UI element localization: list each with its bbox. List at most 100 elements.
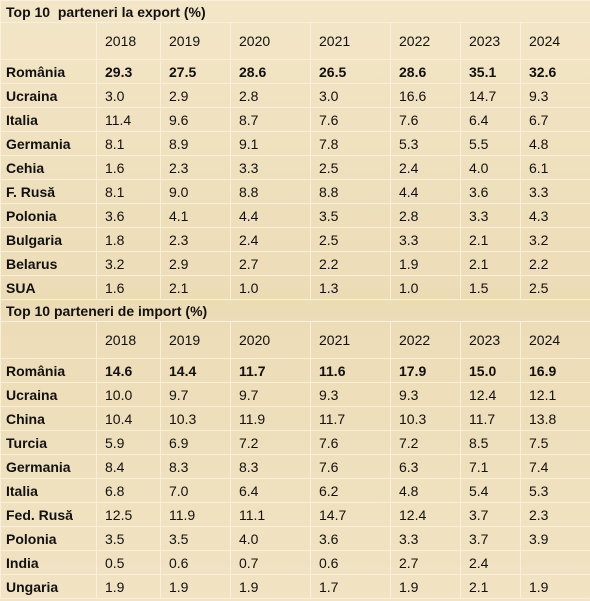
- cell-value: 3.2: [96, 251, 161, 276]
- cell-value: 7.6: [390, 107, 461, 132]
- cell-value: 2.5: [519, 275, 590, 300]
- row-label: Germania: [0, 131, 97, 156]
- year-header: 2024: [519, 22, 590, 60]
- data-row: Fed. Rusă 12.5 11.9 11.1 14.7 12.4 3.7 2.3: [0, 502, 590, 527]
- cell-value: 7.0: [160, 478, 231, 503]
- cell-value: 7.2: [390, 430, 461, 455]
- cell-value: 17.9: [390, 358, 461, 383]
- cell-value: 6.7: [519, 107, 590, 132]
- section-title-row: Top 10 parteneri de import (%): [0, 299, 590, 322]
- cell-value: 16.6: [390, 83, 461, 108]
- cell-value: 8.5: [460, 430, 521, 455]
- cell-value: 2.4: [460, 550, 521, 575]
- cell-value: 6.2: [310, 478, 391, 503]
- year-header: 2022: [390, 22, 461, 60]
- cell-value: 4.0: [460, 155, 521, 180]
- row-label: România: [0, 358, 97, 383]
- cell-value: 6.9: [160, 430, 231, 455]
- cell-value: 9.7: [230, 382, 311, 407]
- cell-value: 15.0: [460, 358, 521, 383]
- cell-value: 2.7: [230, 251, 311, 276]
- row-label: Italia: [0, 107, 97, 132]
- cell-value: 11.6: [310, 358, 391, 383]
- cell-value: 1.9: [96, 574, 161, 599]
- cell-value: 12.4: [390, 502, 461, 527]
- data-row: F. Rusă 8.1 9.0 8.8 8.8 4.4 3.6 3.3: [0, 179, 590, 204]
- cell-value: 3.6: [96, 203, 161, 228]
- year-header: 2024: [519, 321, 590, 359]
- cell-value: 9.1: [230, 131, 311, 156]
- header-row: 2018 2019 2020 2021 2022 2023 2024: [0, 22, 590, 60]
- cell-value: 9.3: [310, 382, 391, 407]
- cell-value: 3.6: [310, 526, 391, 551]
- cell-value: 5.3: [390, 131, 461, 156]
- cell-value: 1.8: [96, 227, 161, 252]
- year-header: 2019: [160, 321, 231, 359]
- cell-value: 1.9: [390, 574, 461, 599]
- cell-value: 8.7: [230, 107, 311, 132]
- section-title: Top 10 parteneri de import (%): [0, 299, 590, 322]
- cell-value: 6.1: [519, 155, 590, 180]
- cell-value: 8.8: [310, 179, 391, 204]
- cell-value: 5.9: [96, 430, 161, 455]
- cell-value: 0.7: [230, 550, 311, 575]
- cell-value: 4.8: [519, 131, 590, 156]
- section-title: Top 10 parteneri la export (%): [0, 0, 590, 23]
- cell-value: 1.0: [390, 275, 461, 300]
- data-row: România 29.3 27.5 28.6 26.5 28.6 35.1 32.6: [0, 59, 590, 84]
- cell-value: 10.4: [96, 406, 161, 431]
- cell-value: [519, 550, 590, 575]
- year-header: 2018: [96, 321, 161, 359]
- cell-value: 10.0: [96, 382, 161, 407]
- row-label: Polonia: [0, 526, 97, 551]
- data-row: Italia 6.8 7.0 6.4 6.2 4.8 5.4 5.3: [0, 478, 590, 503]
- cell-value: 1.3: [310, 275, 391, 300]
- row-label: India: [0, 550, 97, 575]
- cell-value: 7.4: [519, 454, 590, 479]
- cell-value: 2.9: [160, 83, 231, 108]
- row-label: Turcia: [0, 430, 97, 455]
- cell-value: 4.1: [160, 203, 231, 228]
- data-row: Polonia 3.6 4.1 4.4 3.5 2.8 3.3 4.3: [0, 203, 590, 228]
- year-header: 2019: [160, 22, 231, 60]
- year-header: 2018: [96, 22, 161, 60]
- row-label: Germania: [0, 454, 97, 479]
- cell-value: 28.6: [390, 59, 461, 84]
- data-row: Bulgaria 1.8 2.3 2.4 2.5 3.3 2.1 3.2: [0, 227, 590, 252]
- row-label: Ucraina: [0, 382, 97, 407]
- cell-value: 3.3: [230, 155, 311, 180]
- data-row: Germania 8.4 8.3 8.3 7.6 6.3 7.1 7.4: [0, 454, 590, 479]
- cell-value: 3.0: [310, 83, 391, 108]
- year-header: 2020: [230, 22, 311, 60]
- cell-value: 2.5: [310, 155, 391, 180]
- row-label: F. Rusă: [0, 179, 97, 204]
- cell-value: 8.1: [96, 179, 161, 204]
- cell-value: 2.3: [519, 502, 590, 527]
- cell-value: 16.9: [519, 358, 590, 383]
- cell-value: 1.5: [460, 275, 521, 300]
- cell-value: 13.8: [519, 406, 590, 431]
- year-header: 2021: [310, 22, 391, 60]
- cell-value: 7.8: [310, 131, 391, 156]
- cell-value: 11.7: [230, 358, 311, 383]
- cell-value: 4.8: [390, 478, 461, 503]
- data-row: Belarus 3.2 2.9 2.7 2.2 1.9 2.1 2.2: [0, 251, 590, 276]
- cell-value: 8.3: [160, 454, 231, 479]
- cell-value: 2.8: [230, 83, 311, 108]
- row-label: Fed. Rusă: [0, 502, 97, 527]
- cell-value: 11.9: [160, 502, 231, 527]
- cell-value: 0.6: [160, 550, 231, 575]
- row-label: Ungaria: [0, 574, 97, 599]
- cell-value: 9.3: [519, 83, 590, 108]
- cell-value: 9.6: [160, 107, 231, 132]
- cell-value: 3.5: [310, 203, 391, 228]
- cell-value: 7.6: [310, 107, 391, 132]
- cell-value: 2.4: [230, 227, 311, 252]
- data-row: Ungaria 1.9 1.9 1.9 1.7 1.9 2.1 1.9: [0, 574, 590, 599]
- cell-value: 9.7: [160, 382, 231, 407]
- cell-value: 8.3: [230, 454, 311, 479]
- cell-value: 1.6: [96, 155, 161, 180]
- cell-value: 1.7: [310, 574, 391, 599]
